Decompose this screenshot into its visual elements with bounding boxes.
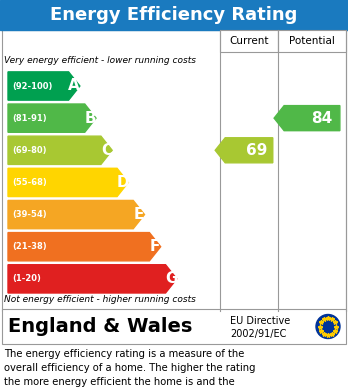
Text: (21-38): (21-38) [12, 242, 47, 251]
Text: Energy Efficiency Rating: Energy Efficiency Rating [50, 6, 298, 24]
Text: Not energy efficient - higher running costs: Not energy efficient - higher running co… [4, 295, 196, 304]
Polygon shape [8, 265, 177, 293]
Polygon shape [8, 233, 161, 261]
Text: Potential: Potential [289, 36, 335, 46]
Text: (69-80): (69-80) [12, 146, 47, 155]
Text: (55-68): (55-68) [12, 178, 47, 187]
Text: (39-54): (39-54) [12, 210, 47, 219]
Text: (1-20): (1-20) [12, 274, 41, 283]
Text: A: A [68, 79, 80, 93]
Polygon shape [8, 72, 80, 100]
Text: D: D [116, 175, 129, 190]
Text: The energy efficiency rating is a measure of the
overall efficiency of a home. T: The energy efficiency rating is a measur… [4, 349, 255, 391]
Polygon shape [274, 106, 340, 131]
Bar [2, 30, 346, 311]
Text: 84: 84 [311, 111, 332, 126]
Text: B: B [85, 111, 96, 126]
Text: C: C [101, 143, 112, 158]
Bar [0, 0, 348, 30]
Bar [278, 30, 346, 52]
Text: (92-100): (92-100) [12, 81, 53, 90]
Text: 2002/91/EC: 2002/91/EC [230, 329, 286, 339]
Text: (81-91): (81-91) [12, 114, 47, 123]
Polygon shape [215, 138, 273, 163]
Bar [220, 30, 278, 52]
Text: F: F [150, 239, 160, 254]
Text: EU Directive: EU Directive [230, 316, 290, 326]
Bar [2, 309, 346, 344]
Text: Very energy efficient - lower running costs: Very energy efficient - lower running co… [4, 56, 196, 65]
Text: Current: Current [229, 36, 269, 46]
Polygon shape [8, 104, 96, 132]
Text: G: G [165, 271, 177, 286]
Polygon shape [8, 136, 112, 165]
Polygon shape [8, 168, 128, 197]
Text: E: E [134, 207, 144, 222]
Text: England & Wales: England & Wales [8, 317, 192, 336]
Circle shape [316, 314, 340, 339]
Text: 69: 69 [246, 143, 268, 158]
Polygon shape [8, 201, 144, 229]
